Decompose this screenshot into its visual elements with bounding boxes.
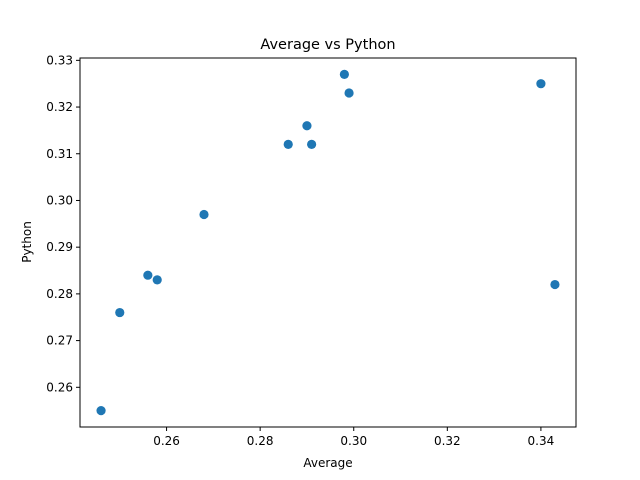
data-point-10	[536, 79, 546, 89]
data-point-6	[302, 121, 312, 131]
data-point-7	[307, 139, 317, 150]
data-point-2	[143, 270, 153, 280]
y-tick-label: 0.32	[46, 100, 73, 114]
x-tick-label: 0.30	[340, 434, 367, 448]
x-tick-label: 0.32	[434, 434, 461, 448]
data-point-4	[199, 209, 209, 220]
y-tick-label: 0.30	[46, 193, 73, 207]
y-tick-label: 0.33	[46, 53, 73, 67]
x-axis-label: Average	[303, 456, 352, 470]
y-axis-label: Python	[20, 221, 34, 263]
x-tick-label: 0.26	[153, 434, 180, 448]
data-point-9	[344, 88, 354, 98]
data-point-5	[283, 139, 293, 150]
data-point-8	[339, 69, 349, 79]
x-tick-label: 0.34	[528, 434, 555, 448]
y-tick-label: 0.26	[46, 380, 73, 394]
chart-title: Average vs Python	[260, 37, 395, 53]
data-point-3	[152, 275, 162, 285]
plot-area-frame	[79, 57, 577, 428]
data-point-11	[550, 279, 560, 290]
x-axis-ticks: 0.26 0.28 0.30 0.32 0.34	[153, 427, 554, 448]
y-tick-label: 0.29	[46, 240, 73, 254]
data-points	[96, 69, 560, 416]
y-axis-ticks: 0.26 0.27 0.28 0.29 0.30 0.31 0.32 0.33	[46, 53, 80, 394]
data-point-0	[96, 406, 106, 416]
x-tick-label: 0.28	[247, 434, 274, 448]
data-point-1	[115, 307, 125, 318]
y-tick-label: 0.31	[46, 147, 73, 161]
y-tick-label: 0.27	[46, 334, 73, 348]
y-tick-label: 0.28	[46, 287, 73, 301]
